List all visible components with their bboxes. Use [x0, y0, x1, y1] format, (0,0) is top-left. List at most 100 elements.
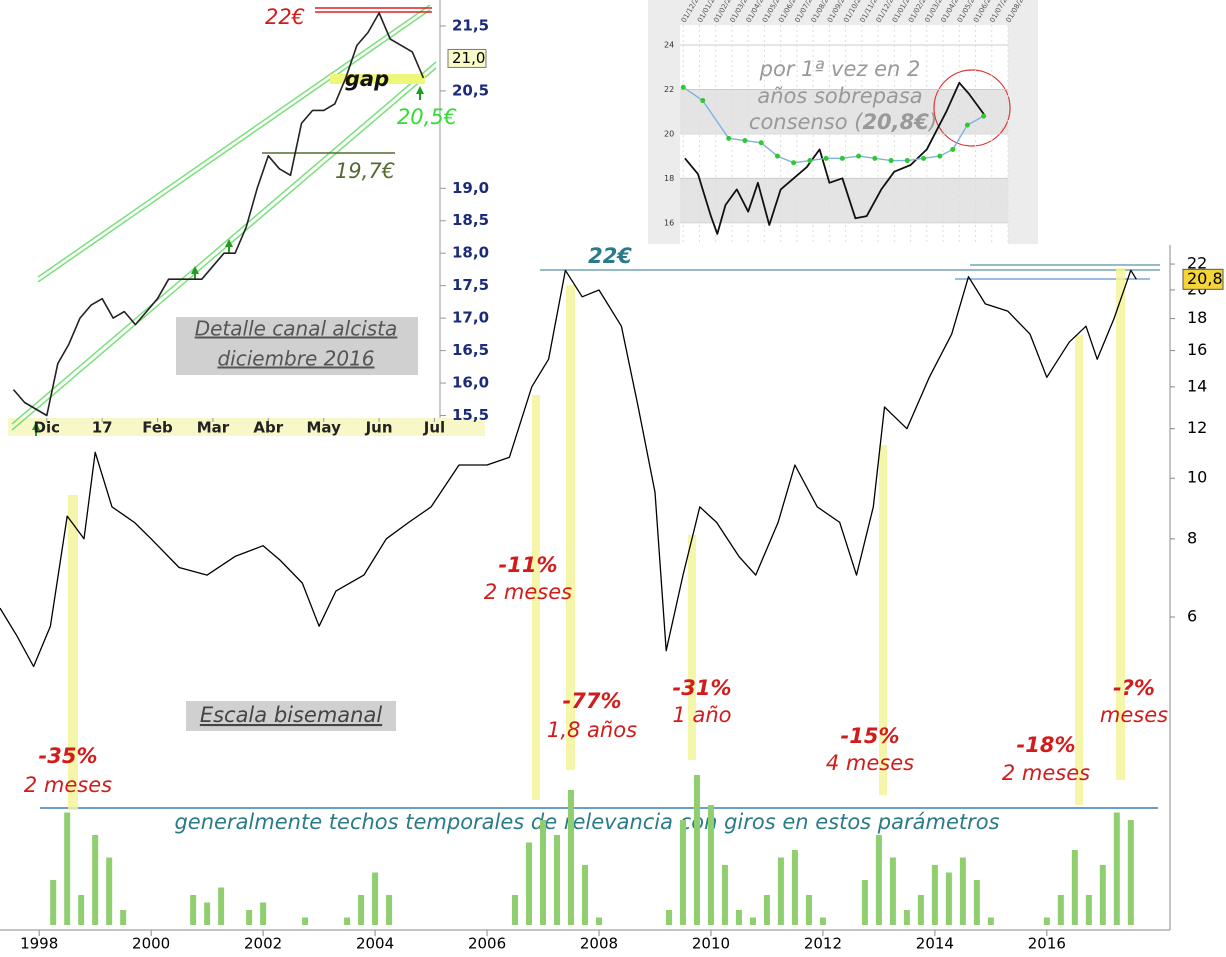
bar — [987, 917, 994, 925]
y-tick-label: 22 — [1187, 254, 1207, 273]
y-tick-label: 10 — [1187, 468, 1207, 487]
bar — [875, 835, 882, 925]
bar — [92, 835, 99, 925]
highlight-band — [566, 285, 575, 770]
annotation: 2 meses — [24, 773, 112, 797]
gap-zone — [330, 74, 425, 84]
x-tick-label: 2012 — [804, 935, 842, 953]
bar — [707, 805, 714, 925]
price-tag — [1182, 268, 1224, 290]
price-tag — [447, 48, 487, 68]
month-strip — [8, 418, 485, 436]
annotation: 19,7€ — [335, 159, 395, 183]
y-tick-label: 20,5 — [452, 81, 489, 99]
bar — [595, 917, 602, 925]
bar — [791, 850, 798, 925]
annotation: 22€ — [265, 5, 305, 29]
bar — [568, 790, 575, 925]
y-tick-label: 22 — [664, 85, 674, 94]
bar — [763, 895, 770, 925]
bar — [1099, 865, 1106, 925]
bar — [358, 895, 365, 925]
annotation-value: 20,8€ — [862, 110, 929, 134]
bar — [749, 917, 756, 925]
annotation: -?% — [1113, 676, 1155, 700]
point — [964, 122, 970, 128]
point — [823, 155, 829, 161]
y-tick-label: 12 — [1187, 418, 1207, 437]
annotation-part: consenso ( — [749, 110, 863, 134]
bar — [218, 887, 225, 925]
annotation: Escala bisemanal — [200, 703, 383, 727]
y-tick-label: 6 — [1187, 606, 1197, 625]
annotation: meses — [1100, 703, 1168, 727]
y-tick-label: 20 — [664, 129, 674, 138]
x-tick-label: 1998 — [20, 935, 58, 953]
bar — [805, 895, 812, 925]
bar — [512, 895, 519, 925]
price-tag-label: 21,0 — [452, 49, 485, 67]
arrow — [416, 86, 424, 100]
y-tick-label: 18,5 — [452, 211, 489, 229]
highlight-band — [1075, 335, 1083, 805]
bar — [344, 917, 351, 925]
bar — [372, 872, 379, 925]
x-tick-label: 2004 — [356, 935, 394, 953]
point — [921, 155, 927, 161]
highlight-band — [1116, 268, 1125, 780]
y-tick-label: 16 — [664, 218, 674, 227]
price-line — [0, 269, 1137, 668]
arrows — [32, 86, 424, 436]
y-tick-label: 17,0 — [452, 309, 489, 327]
bar — [526, 842, 533, 925]
x-tick-label: Mar — [197, 419, 230, 437]
annotation: -11% — [499, 553, 558, 577]
annotation: 20,5€ — [397, 105, 457, 129]
y-tick-label: 19,0 — [452, 179, 489, 197]
x-tick-label: Feb — [142, 419, 173, 437]
annotation: 4 meses — [826, 751, 914, 775]
point — [856, 153, 862, 159]
inset-title: Detalle canal alcista — [195, 317, 398, 341]
y-tick-label: 17,5 — [452, 276, 489, 294]
point — [807, 158, 813, 164]
bar — [889, 857, 896, 925]
channel-line — [37, 9, 431, 283]
x-tick-label: 17 — [92, 419, 113, 437]
bar — [945, 872, 952, 925]
y-tick-label: 8 — [1187, 528, 1197, 547]
x-tick-label: 2016 — [1028, 935, 1066, 953]
bar — [1127, 820, 1134, 925]
y-tick-label: 18 — [664, 174, 674, 183]
x-tick-label: Dic — [34, 419, 60, 437]
annotation: -77% — [563, 689, 622, 713]
bar — [246, 910, 253, 925]
annotation: años sobrepasa — [757, 84, 922, 108]
bar — [1043, 917, 1050, 925]
point — [680, 84, 686, 90]
point — [700, 98, 706, 104]
arrow — [32, 422, 40, 436]
point — [791, 160, 797, 166]
annotation: por 1ª vez en 2 — [759, 57, 921, 81]
main-panel: 6810121416182022199820002002200420062008… — [0, 244, 1224, 953]
point — [726, 135, 732, 141]
bar — [386, 895, 393, 925]
point — [839, 155, 845, 161]
x-tick-label: Jun — [365, 419, 393, 437]
highlight-band — [688, 535, 696, 760]
bar — [302, 917, 309, 925]
point — [774, 153, 780, 159]
annotation-part: ) — [927, 110, 937, 134]
annotation: 1,8 años — [547, 718, 637, 742]
annotation: 22€ — [588, 244, 632, 268]
y-tick-label: 24 — [664, 41, 674, 50]
annotation: gap — [345, 67, 389, 91]
bar — [120, 910, 127, 925]
y-tick-label: 18,0 — [452, 244, 489, 262]
highlight-band — [532, 395, 540, 800]
label-box — [186, 701, 396, 731]
annotation: -35% — [39, 744, 98, 768]
bar — [917, 895, 924, 925]
